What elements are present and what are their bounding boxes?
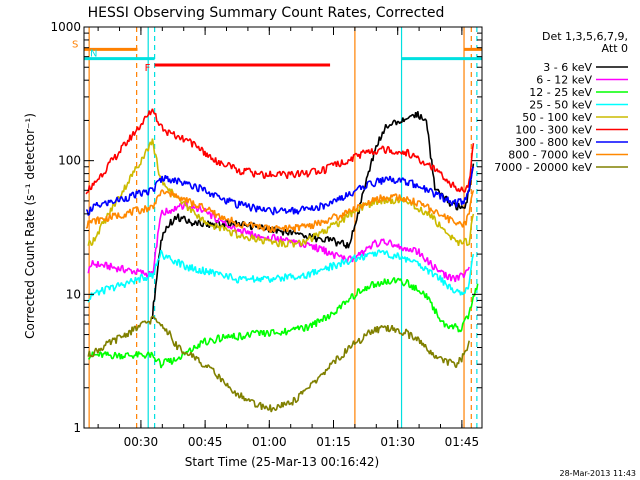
y-axis-label: Corrected Count Rate (s⁻¹ detector⁻¹) [23, 113, 37, 339]
series-lines [85, 108, 479, 413]
x-tick-label-1: 00:45 [188, 435, 223, 449]
series-line-9 [87, 315, 470, 413]
legend-entry-4: 25 - 50 keV [529, 99, 592, 112]
legend-entry-9: 7000 - 20000 keV [494, 161, 592, 174]
series-line-5 [87, 138, 475, 248]
legend-entry-7: 300 - 800 keV [515, 136, 592, 149]
x-axis-label: Start Time (25-Mar-13 00:16:42) [185, 455, 379, 469]
y-tick-label-1: 10 [66, 287, 81, 301]
chart-title: HESSI Observing Summary Count Rates, Cor… [88, 5, 445, 21]
series-line-7 [85, 166, 475, 216]
x-tick-label-3: 01:15 [316, 435, 351, 449]
flag-label-s: S [72, 39, 78, 50]
series-line-6 [85, 108, 475, 195]
legend-entry-6: 100 - 300 keV [515, 124, 592, 137]
y-tick-label-2: 100 [58, 154, 81, 168]
flag-label-f: F [145, 63, 151, 74]
flag-label-n: N [90, 49, 97, 60]
legend-entry-5: 50 - 100 keV [522, 111, 592, 124]
plot-timestamp: 28-Mar-2013 11:43 [560, 469, 637, 478]
x-tick-label-5: 01:45 [445, 435, 480, 449]
legend-entry-1: 3 - 6 keV [543, 61, 592, 74]
y-tick-label-0: 1 [73, 421, 81, 435]
series-line-1 [151, 111, 475, 320]
axes: 1 10 100 1000 00:30 00:45 01:00 01:15 01:30 01:45 [50, 20, 483, 449]
legend-entry-3: 12 - 25 keV [529, 86, 592, 99]
legend-entry-8: 800 - 7000 keV [508, 149, 592, 162]
flag-bars: S N F [72, 39, 482, 74]
y-tick-label-3: 1000 [50, 20, 81, 34]
legend-title-line-0: Det 1,3,5,6,7,9, [542, 30, 628, 43]
x-tick-label-4: 01:30 [380, 435, 415, 449]
series-line-4 [87, 249, 475, 303]
x-tick-label-2: 01:00 [252, 435, 287, 449]
x-tick-label-0: 00:30 [124, 435, 159, 449]
plot-frame [83, 26, 483, 429]
series-line-8 [85, 189, 475, 233]
legend-entry-2: 6 - 12 keV [536, 74, 592, 87]
series-line-3 [88, 277, 479, 369]
legend-title-line-1: Att 0 [602, 42, 628, 55]
